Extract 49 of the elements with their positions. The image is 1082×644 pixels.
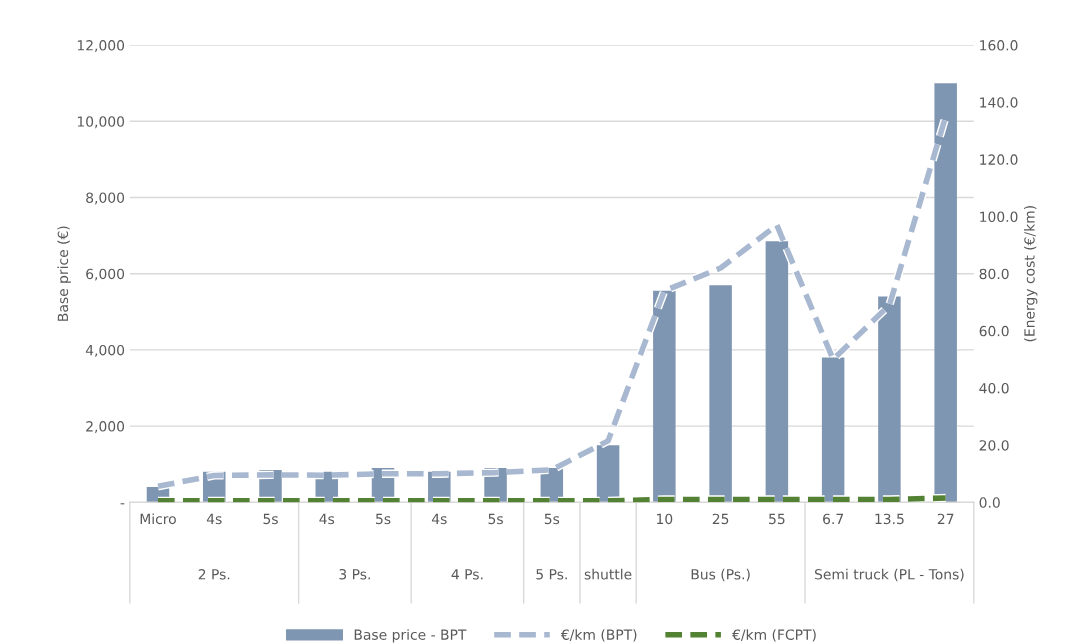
bar [821,357,845,503]
x-tick-label: 55 [769,513,785,525]
y-tick-label: 10,000 [77,116,125,129]
y-tick-label: 6,000 [86,268,125,281]
x-tick-label: 4s [206,513,222,525]
x-tick-label: 5s [544,513,560,525]
bar [878,296,901,503]
x-tick-label: 13.5 [875,513,904,525]
y2-tick-label: 160.0 [980,40,1018,51]
x-tick-label: 27 [937,513,954,524]
y2-tick-label: 140.0 [980,97,1018,108]
y2-tick-label: 40.0 [979,382,1009,394]
y2-tick-label: 60.0 [979,325,1009,337]
x-tick-label: Micro [140,513,176,525]
bar [934,83,957,503]
bar [653,290,676,503]
x-tick-label: 5s [488,513,503,525]
text: 2 Ps. [198,569,230,580]
y-tick-label: 8,000 [86,192,125,205]
x-tick-label: 4s [319,513,335,525]
y-tick-label: 12,000 [77,40,125,52]
x-tick-label: 10 [657,513,673,525]
text: Bus (Ps.) [691,568,750,582]
text: shuttle [584,568,632,580]
text: 5 Ps. [536,569,567,580]
y2-tick-label: 120.0 [980,154,1018,165]
y-tick-label: 4,000 [85,344,125,357]
x-tick-label: 25 [712,513,729,525]
bar [596,445,620,503]
y2-tick-label: 20.0 [979,440,1009,451]
y2-tick-label: 100.0 [980,211,1018,223]
x-tick-label: 5s [376,513,391,525]
text: 3 Ps. [339,569,370,580]
text: 4 Ps. [451,569,483,580]
y-tick-label: - [120,503,125,505]
x-tick-label: 4s [431,513,447,525]
y2-tick-label: 0.0 [979,497,1000,508]
text: Semi truck (PL - Tons) [814,568,964,582]
y2-axis-title: (Energy cost (€/km) [1023,206,1038,342]
bar [709,285,732,503]
y-axis-title: Base price (€) [57,226,71,321]
legend-label: €/km (BPT) [560,629,637,642]
x-tick-label: 6.7 [823,513,843,525]
legend-label: Base price - BPT [354,629,467,643]
x-tick-label: 5s [263,513,278,525]
y2-tick-label: 80.0 [979,268,1009,280]
bar [765,241,789,503]
legend-label: €/km (FCPT) [732,629,816,642]
y-tick-label: 2,000 [86,421,125,433]
